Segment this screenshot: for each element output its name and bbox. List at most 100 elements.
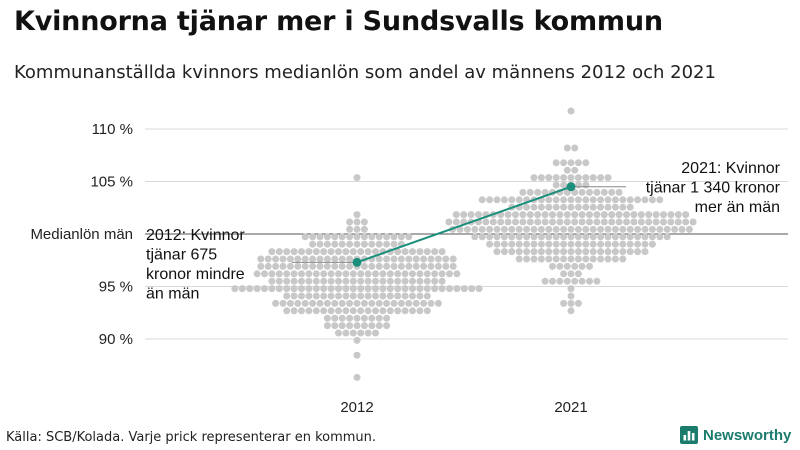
kommun-dot bbox=[309, 299, 317, 307]
kommun-dot bbox=[645, 218, 653, 226]
kommun-dot bbox=[567, 292, 575, 300]
kommun-dot bbox=[475, 211, 482, 219]
kommun-dot bbox=[272, 255, 280, 263]
kommun-dot bbox=[372, 285, 379, 293]
kommun-dot bbox=[283, 277, 291, 285]
kommun-dot bbox=[656, 225, 664, 233]
kommun-dot bbox=[634, 248, 642, 256]
kommun-dot bbox=[342, 292, 350, 300]
kommun-dot bbox=[537, 248, 545, 256]
kommun-dot bbox=[563, 218, 571, 226]
kommun-dot bbox=[508, 196, 516, 204]
kommun-dot bbox=[623, 218, 630, 226]
kommun-dot bbox=[486, 233, 494, 241]
kommun-dot bbox=[545, 255, 553, 263]
annotation-2012-line: än män bbox=[146, 286, 199, 303]
chart-subtitle: Kommunanställda kvinnors medianlön som a… bbox=[14, 62, 716, 83]
kommun-dot bbox=[600, 188, 608, 196]
kommun-dot bbox=[615, 218, 623, 226]
kommun-dot bbox=[431, 248, 439, 256]
y-tick-label: 95 % bbox=[99, 279, 133, 296]
kommun-dot bbox=[493, 225, 501, 233]
kommun-dot bbox=[589, 174, 597, 182]
kommun-dot bbox=[338, 255, 346, 263]
kommun-dot bbox=[626, 248, 634, 256]
y-tick-label: Medianlön män bbox=[30, 226, 133, 243]
kommun-dot bbox=[626, 203, 634, 211]
kommun-dot bbox=[405, 299, 413, 307]
kommun-dot bbox=[611, 240, 619, 248]
kommun-dot bbox=[626, 240, 634, 248]
kommun-dot bbox=[493, 248, 501, 256]
kommun-dot bbox=[305, 248, 313, 256]
kommun-dot bbox=[298, 248, 305, 256]
kommun-dot bbox=[434, 262, 442, 270]
kommun-dot bbox=[552, 159, 560, 167]
kommun-dot bbox=[556, 218, 564, 226]
kommun-dot bbox=[353, 314, 361, 322]
kommun-dot bbox=[534, 218, 542, 226]
kommun-dot bbox=[320, 248, 328, 256]
kommun-dot bbox=[379, 277, 387, 285]
kommun-dot bbox=[600, 211, 608, 219]
kommun-dot bbox=[364, 292, 372, 300]
kommun-dot bbox=[364, 248, 372, 256]
kommun-dot bbox=[434, 255, 442, 263]
kommun-dot bbox=[394, 248, 402, 256]
kommun-dot bbox=[626, 225, 634, 233]
kommun-dot bbox=[519, 211, 527, 219]
kommun-dot bbox=[360, 218, 368, 226]
kommun-dot bbox=[390, 262, 398, 270]
kommun-dot bbox=[567, 285, 575, 293]
kommun-dot bbox=[449, 255, 457, 263]
kommun-dot bbox=[401, 292, 409, 300]
kommun-dot bbox=[456, 225, 464, 233]
kommun-dot bbox=[431, 285, 439, 293]
kommun-dot bbox=[338, 299, 346, 307]
brand[interactable]: Newsworthy bbox=[680, 426, 791, 444]
sundsvall-line bbox=[356, 185, 572, 264]
kommun-dot bbox=[560, 196, 568, 204]
kommun-dot bbox=[338, 240, 346, 248]
kommun-dot bbox=[401, 307, 409, 315]
kommun-dot bbox=[556, 277, 564, 285]
kommun-dot bbox=[353, 336, 361, 344]
kommun-dot bbox=[353, 225, 361, 233]
kommun-dot bbox=[379, 307, 387, 315]
annotation-2021-line: 2021: Kvinnor bbox=[681, 160, 780, 177]
kommun-dot bbox=[372, 277, 379, 285]
kommun-dot bbox=[678, 225, 686, 233]
kommun-dot bbox=[571, 211, 579, 219]
kommun-dot bbox=[368, 322, 376, 330]
kommun-dot bbox=[309, 240, 317, 248]
kommun-dot bbox=[574, 240, 582, 248]
kommun-dot bbox=[611, 255, 619, 263]
kommun-dot bbox=[586, 211, 593, 219]
kommun-dot bbox=[246, 285, 254, 293]
kommun-dot bbox=[320, 270, 328, 278]
kommun-dot bbox=[397, 233, 405, 241]
kommun-dot bbox=[663, 225, 671, 233]
kommun-dot bbox=[298, 285, 305, 293]
kommun-dot bbox=[412, 255, 420, 263]
kommun-dot bbox=[560, 225, 568, 233]
kommun-dot bbox=[523, 203, 531, 211]
kommun-dot bbox=[578, 211, 586, 219]
kommun-dot bbox=[530, 255, 538, 263]
kommun-dot bbox=[567, 255, 575, 263]
kommun-dot bbox=[368, 233, 376, 241]
kommun-dot bbox=[552, 225, 560, 233]
kommun-dot bbox=[560, 240, 568, 248]
kommun-dot bbox=[346, 233, 354, 241]
kommun-dot bbox=[286, 255, 294, 263]
kommun-dot bbox=[335, 270, 342, 278]
kommun-dot bbox=[283, 292, 291, 300]
kommun-dot bbox=[372, 292, 379, 300]
newsworthy-logo-icon bbox=[680, 426, 698, 444]
kommun-dot bbox=[545, 225, 553, 233]
kommun-dot bbox=[526, 218, 534, 226]
kommun-dot bbox=[641, 233, 649, 241]
kommun-dot bbox=[656, 196, 664, 204]
kommun-dot bbox=[283, 307, 291, 315]
kommun-dot bbox=[268, 277, 276, 285]
